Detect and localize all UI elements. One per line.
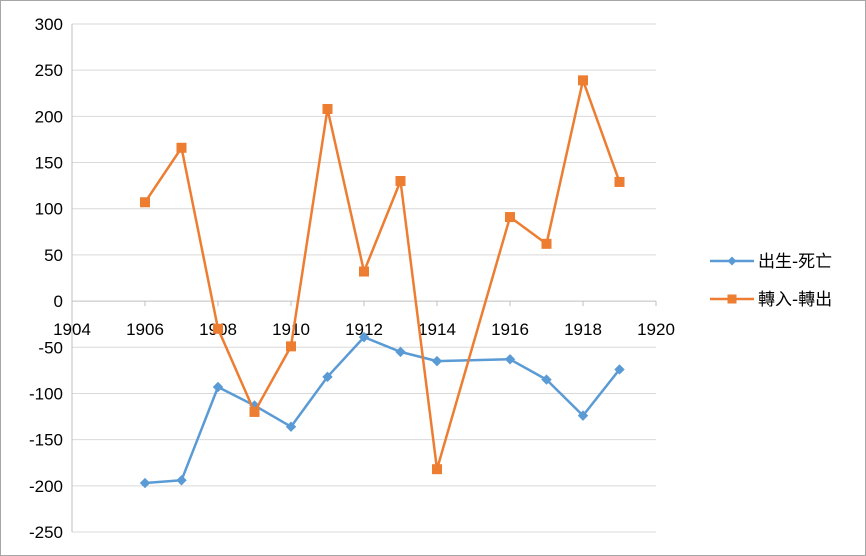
x-tick-label: 1918 bbox=[564, 320, 602, 339]
y-tick-label: 50 bbox=[44, 246, 63, 265]
legend-entry-2: 轉入-轉出 bbox=[710, 290, 832, 310]
x-tick-label: 1916 bbox=[491, 320, 529, 339]
series-1-point bbox=[431, 355, 443, 367]
y-tick-label: -100 bbox=[29, 384, 63, 403]
y-tick-label: 200 bbox=[35, 107, 63, 126]
series-1-point bbox=[176, 475, 187, 486]
y-tick-label: 100 bbox=[35, 200, 63, 219]
y-tick-label: -50 bbox=[38, 338, 63, 357]
series-1-point bbox=[504, 354, 516, 365]
series-2-point bbox=[140, 197, 150, 208]
series-1-point bbox=[358, 331, 370, 343]
series-2-point bbox=[176, 142, 187, 153]
y-tick-label: 300 bbox=[35, 15, 63, 34]
y-tick-label: -250 bbox=[29, 523, 63, 542]
series bbox=[139, 75, 625, 489]
series-2-point bbox=[541, 238, 552, 249]
legend-marker bbox=[727, 256, 737, 266]
axes bbox=[71, 24, 657, 532]
series-1-point bbox=[577, 410, 589, 421]
x-tick-label: 1914 bbox=[418, 320, 456, 339]
x-tick-label: 1912 bbox=[345, 320, 383, 339]
series-1-point bbox=[139, 477, 151, 489]
y-tick-label: -200 bbox=[29, 477, 63, 496]
series-1-point bbox=[614, 364, 625, 375]
y-tick-label: -150 bbox=[29, 431, 63, 450]
series-2-point bbox=[249, 406, 260, 417]
x-tick-labels: 190419061908191019121914191619181920 bbox=[53, 320, 675, 339]
series-1-point bbox=[212, 381, 224, 393]
series-1 bbox=[139, 331, 625, 489]
series-2-point bbox=[359, 266, 369, 277]
series-2-point bbox=[322, 103, 333, 114]
y-tick-label: 0 bbox=[54, 292, 63, 311]
legend-marker bbox=[727, 294, 737, 304]
x-tick-label: 1910 bbox=[272, 320, 310, 339]
series-1-point bbox=[285, 421, 297, 432]
series-2-point bbox=[395, 176, 406, 187]
series-1-point bbox=[541, 374, 552, 385]
legend-label: 出生-死亡 bbox=[758, 252, 832, 272]
series-2 bbox=[140, 75, 625, 475]
x-tick-label: 1906 bbox=[126, 320, 164, 339]
series-2-point bbox=[213, 323, 223, 334]
y-tick-label: 150 bbox=[35, 154, 63, 173]
series-1-point bbox=[395, 346, 406, 358]
gridlines bbox=[72, 23, 656, 533]
series-2-point bbox=[432, 464, 442, 475]
series-1-point bbox=[322, 371, 333, 383]
y-tick-labels: 300 250 200 150 100 50 0 -50 -100 -150 -200 -250 bbox=[29, 15, 63, 542]
legend-label: 轉入-轉出 bbox=[758, 290, 832, 310]
series-2-point bbox=[286, 341, 296, 352]
series-1-line bbox=[144, 335, 621, 485]
series-2-point bbox=[614, 176, 625, 187]
series-2-line bbox=[143, 79, 621, 471]
series-2-point bbox=[505, 212, 515, 223]
x-tick-label: 1920 bbox=[637, 320, 675, 339]
x-tick-label: 1904 bbox=[53, 320, 91, 339]
series-2-point bbox=[578, 75, 588, 86]
y-tick-label: 250 bbox=[35, 61, 63, 80]
legend-entry-1: 出生-死亡 bbox=[710, 252, 832, 272]
